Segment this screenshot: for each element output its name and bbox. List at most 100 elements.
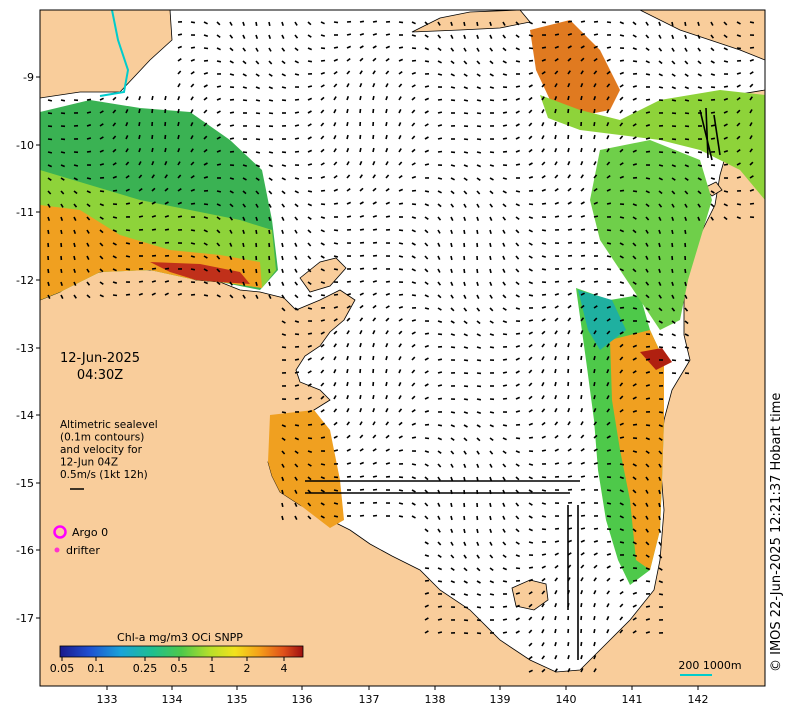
colorbar-tick-label: 1 — [209, 662, 216, 675]
velocity-vector — [554, 540, 560, 543]
velocity-vector — [359, 394, 362, 400]
velocity-vector — [203, 268, 208, 272]
velocity-vector — [190, 242, 196, 245]
velocity-vector — [632, 357, 637, 361]
velocity-vector — [671, 34, 675, 40]
velocity-vector — [619, 382, 624, 387]
velocity-vector — [372, 82, 376, 88]
velocity-vector — [60, 281, 63, 287]
velocity-vector — [476, 73, 481, 77]
velocity-vector — [632, 123, 637, 127]
velocity-vector — [203, 34, 209, 38]
velocity-vector — [450, 21, 453, 27]
velocity-vector — [593, 628, 596, 634]
velocity-vector — [437, 98, 443, 101]
velocity-vector — [515, 554, 520, 558]
velocity-vector — [567, 330, 571, 335]
velocity-vector — [346, 134, 349, 140]
velocity-vector — [476, 138, 482, 141]
velocity-vector — [398, 58, 404, 62]
velocity-vector — [541, 202, 547, 205]
velocity-vector — [346, 421, 351, 426]
velocity-vector — [372, 108, 375, 114]
velocity-vector — [671, 47, 675, 52]
velocity-vector — [398, 161, 403, 166]
velocity-vector — [619, 331, 624, 335]
velocity-vector — [632, 307, 638, 310]
velocity-vector — [541, 188, 547, 192]
velocity-vector — [359, 82, 363, 88]
velocity-vector — [606, 330, 611, 335]
velocity-vector — [73, 294, 77, 299]
velocity-vector — [411, 463, 417, 466]
velocity-vector — [554, 552, 559, 556]
velocity-vector — [593, 641, 596, 647]
velocity-vector — [177, 83, 181, 88]
velocity-vector — [359, 304, 364, 309]
velocity-vector — [489, 411, 495, 414]
velocity-vector — [307, 370, 312, 374]
velocity-vector — [281, 73, 286, 77]
velocity-vector — [385, 201, 391, 205]
velocity-vector — [515, 203, 520, 207]
velocity-vector — [684, 359, 690, 362]
velocity-vector — [619, 566, 625, 569]
velocity-vector — [333, 449, 339, 452]
velocity-vector — [424, 630, 429, 634]
velocity-vector — [593, 187, 598, 192]
velocity-vector — [320, 463, 326, 466]
velocity-vector — [554, 161, 558, 166]
velocity-vector — [255, 112, 261, 115]
velocity-vector — [515, 604, 520, 608]
velocity-vector — [619, 21, 625, 25]
velocity-vector — [476, 112, 482, 115]
velocity-vector — [216, 190, 222, 193]
velocity-vector — [489, 21, 492, 27]
velocity-vector — [463, 268, 466, 274]
velocity-vector — [359, 201, 364, 205]
velocity-vector — [294, 268, 298, 273]
velocity-vector — [463, 567, 468, 572]
velocity-vector — [86, 203, 91, 208]
velocity-vector — [99, 281, 104, 285]
velocity-vector — [242, 164, 248, 167]
velocity-vector — [450, 47, 455, 52]
velocity-vector — [541, 255, 547, 258]
velocity-vector — [320, 229, 325, 233]
velocity-vector — [450, 593, 456, 596]
velocity-vector — [450, 346, 456, 349]
velocity-vector — [632, 216, 637, 220]
velocity-vector — [359, 421, 363, 426]
velocity-vector — [424, 85, 430, 88]
velocity-vector — [476, 229, 479, 235]
velocity-vector — [658, 177, 663, 181]
velocity-vector — [710, 60, 715, 64]
velocity-vector — [112, 162, 117, 166]
velocity-vector — [554, 305, 559, 309]
velocity-vector — [294, 384, 300, 387]
velocity-vector — [541, 71, 546, 75]
velocity-vector — [658, 294, 662, 299]
velocity-vector — [333, 268, 339, 271]
velocity-vector — [606, 21, 612, 24]
velocity-vector — [437, 268, 441, 273]
velocity-vector — [450, 411, 456, 414]
velocity-vector — [580, 280, 586, 283]
velocity-vector — [242, 294, 246, 299]
velocity-vector — [177, 70, 182, 75]
velocity-vector — [489, 320, 494, 324]
velocity-vector — [554, 148, 558, 153]
velocity-vector — [645, 73, 651, 76]
velocity-vector — [437, 307, 442, 311]
velocity-vector — [593, 201, 599, 205]
velocity-vector — [567, 95, 570, 101]
velocity-vector — [372, 304, 377, 309]
velocity-vector — [294, 371, 300, 374]
velocity-vector — [112, 229, 118, 233]
velocity-vector — [580, 342, 583, 348]
velocity-vector — [437, 47, 442, 52]
velocity-vector — [463, 281, 466, 287]
velocity-vector — [606, 368, 610, 374]
velocity-vector — [463, 99, 469, 102]
velocity-vector — [268, 229, 271, 235]
